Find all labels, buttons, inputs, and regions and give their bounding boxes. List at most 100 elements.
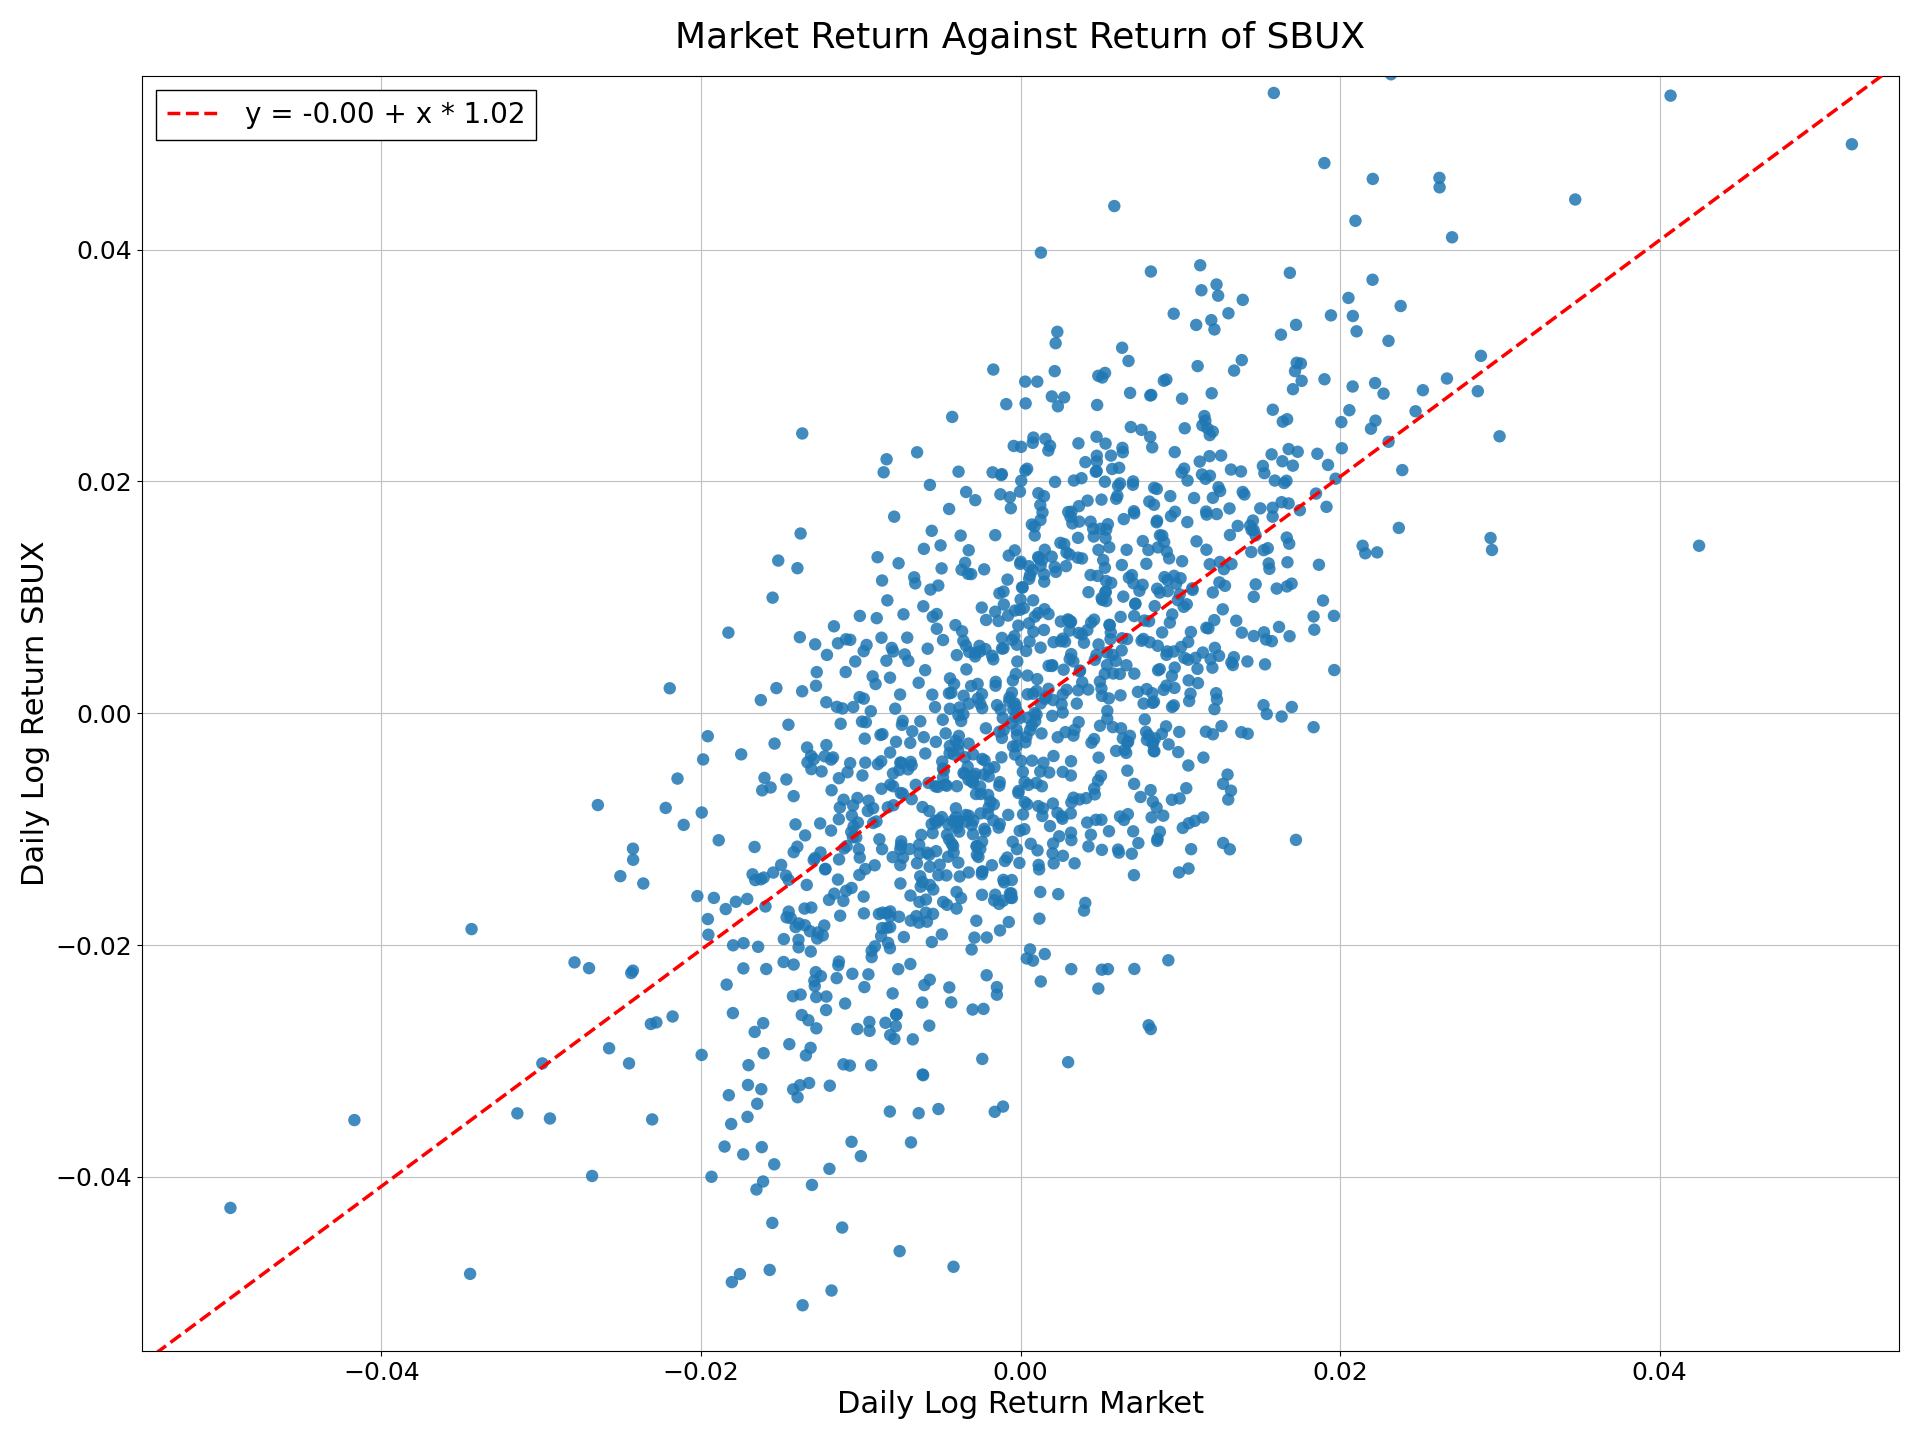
- Point: [939, 1256, 970, 1279]
- Point: [637, 1107, 668, 1130]
- Point: [1190, 503, 1221, 526]
- Point: [1025, 971, 1056, 994]
- Point: [912, 910, 943, 933]
- Point: [1002, 782, 1033, 805]
- Point: [1206, 444, 1236, 467]
- Point: [828, 788, 858, 811]
- Point: [960, 645, 991, 668]
- Point: [1039, 744, 1069, 768]
- Point: [1142, 536, 1173, 559]
- Point: [1152, 639, 1183, 662]
- Point: [995, 485, 1025, 508]
- Point: [1160, 564, 1190, 588]
- Point: [849, 687, 879, 710]
- Point: [1119, 592, 1150, 615]
- Point: [824, 766, 854, 789]
- Point: [918, 822, 948, 845]
- Point: [979, 600, 1010, 624]
- Point: [1171, 776, 1202, 799]
- Point: [685, 801, 716, 824]
- Point: [1014, 631, 1044, 654]
- Point: [904, 912, 935, 935]
- Point: [1164, 740, 1194, 763]
- Point: [1173, 648, 1204, 671]
- Point: [1198, 580, 1229, 603]
- Point: [1000, 539, 1031, 562]
- Point: [1183, 354, 1213, 377]
- Point: [968, 763, 998, 786]
- Point: [1165, 461, 1196, 484]
- Point: [908, 595, 939, 618]
- Point: [1356, 418, 1386, 441]
- Point: [947, 710, 977, 733]
- Point: [1137, 806, 1167, 829]
- Point: [1092, 654, 1123, 677]
- Point: [1302, 442, 1332, 465]
- Point: [1006, 576, 1037, 599]
- Point: [849, 886, 879, 909]
- Point: [927, 890, 958, 913]
- Point: [781, 557, 812, 580]
- Point: [726, 743, 756, 766]
- Point: [1112, 654, 1142, 677]
- Point: [872, 901, 902, 924]
- Point: [1139, 690, 1169, 713]
- Point: [755, 1259, 785, 1282]
- Point: [979, 756, 1010, 779]
- Point: [1052, 608, 1083, 631]
- Point: [973, 802, 1004, 825]
- Point: [1425, 176, 1455, 199]
- Point: [699, 887, 730, 910]
- Point: [1359, 409, 1390, 432]
- Point: [1008, 596, 1039, 619]
- Point: [937, 832, 968, 855]
- Point: [877, 982, 908, 1005]
- Point: [1198, 723, 1229, 746]
- Point: [1091, 580, 1121, 603]
- Point: [641, 1011, 672, 1034]
- Point: [1077, 517, 1108, 540]
- Point: [1133, 1014, 1164, 1037]
- Point: [826, 713, 856, 736]
- Point: [1183, 671, 1213, 694]
- Point: [1233, 723, 1263, 746]
- Point: [1181, 647, 1212, 670]
- Point: [1002, 700, 1033, 723]
- Point: [899, 566, 929, 589]
- Point: [795, 920, 826, 943]
- Point: [1091, 518, 1121, 541]
- Point: [1091, 527, 1121, 550]
- Point: [1012, 793, 1043, 816]
- Point: [1200, 697, 1231, 720]
- Point: [793, 1071, 824, 1094]
- Point: [1048, 760, 1079, 783]
- Point: [920, 696, 950, 719]
- Point: [1023, 858, 1054, 881]
- Point: [956, 814, 987, 837]
- Point: [927, 628, 958, 651]
- Point: [948, 703, 979, 726]
- Point: [747, 1136, 778, 1159]
- Point: [749, 1041, 780, 1064]
- Point: [1083, 364, 1114, 387]
- Point: [1010, 639, 1041, 662]
- Point: [1048, 386, 1079, 409]
- Point: [1027, 775, 1058, 798]
- Point: [1114, 350, 1144, 373]
- Point: [1033, 654, 1064, 677]
- Point: [995, 886, 1025, 909]
- Point: [897, 720, 927, 743]
- Point: [1043, 320, 1073, 343]
- Point: [1100, 739, 1131, 762]
- Point: [968, 1047, 998, 1070]
- Point: [1054, 619, 1085, 642]
- Point: [1300, 618, 1331, 641]
- Point: [1116, 724, 1146, 747]
- Point: [897, 1028, 927, 1051]
- Point: [1137, 436, 1167, 459]
- Point: [1089, 662, 1119, 685]
- Point: [1025, 693, 1056, 716]
- Point: [1087, 684, 1117, 707]
- Point: [1025, 880, 1056, 903]
- Point: [1043, 801, 1073, 824]
